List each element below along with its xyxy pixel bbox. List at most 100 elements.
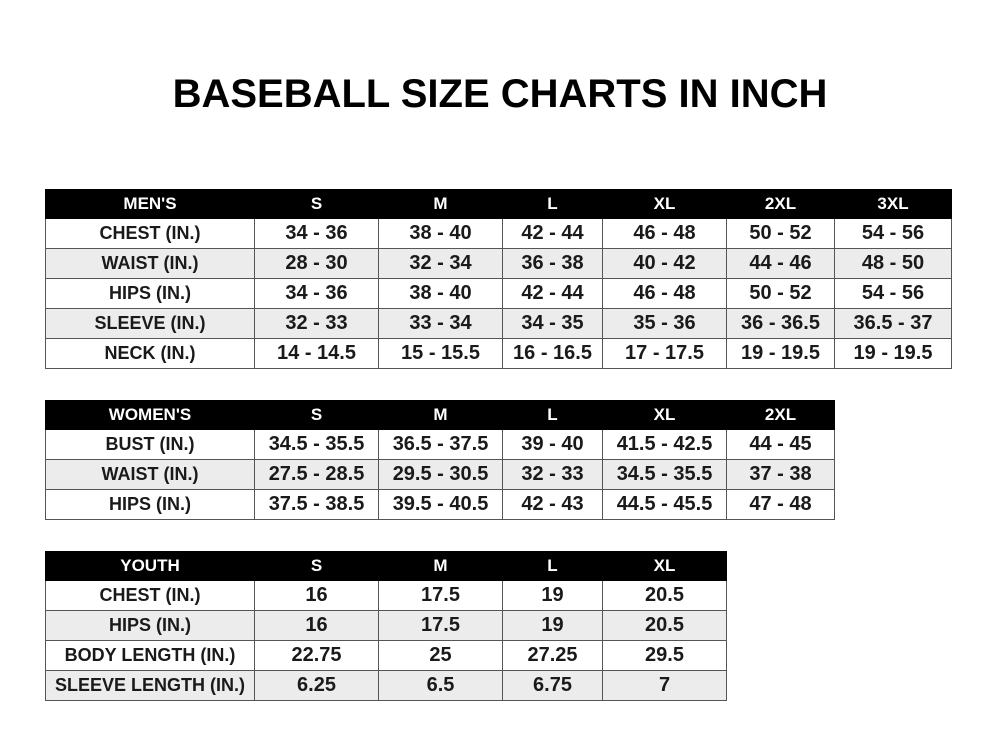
size-value: 32 - 33 (254, 308, 379, 339)
size-value: 40 - 42 (602, 248, 727, 279)
size-value: 17.5 (378, 580, 503, 611)
size-value: 54 - 56 (834, 278, 952, 309)
size-value: 7 (602, 670, 727, 701)
size-value: 16 - 16.5 (502, 338, 603, 369)
header-row: YOUTH S M L XL (45, 551, 727, 581)
size-header: L (502, 400, 603, 430)
size-value: 34 - 36 (254, 218, 379, 249)
size-value: 19 - 19.5 (726, 338, 835, 369)
measurement-label: HIPS (IN.) (45, 278, 255, 309)
size-value: 44 - 45 (726, 429, 835, 460)
size-header: XL (602, 189, 727, 219)
size-header: 3XL (834, 189, 952, 219)
size-value: 42 - 44 (502, 278, 603, 309)
mens-size-table: MEN'S S M L XL 2XL 3XL CHEST (IN.) 34 - 36 38 - 4… (45, 189, 952, 369)
size-header: L (502, 551, 603, 581)
size-value: 27.5 - 28.5 (254, 459, 379, 490)
size-value: 22.75 (254, 640, 379, 671)
size-value: 27.25 (502, 640, 603, 671)
size-header: M (378, 400, 503, 430)
size-value: 33 - 34 (378, 308, 503, 339)
measurement-label: BODY LENGTH (IN.) (45, 640, 255, 671)
size-value: 34.5 - 35.5 (602, 459, 727, 490)
size-value: 36.5 - 37.5 (378, 429, 503, 460)
size-value: 44.5 - 45.5 (602, 489, 727, 520)
size-value: 29.5 (602, 640, 727, 671)
size-value: 20.5 (602, 580, 727, 611)
size-value: 19 (502, 610, 603, 641)
womens-size-table: WOMEN'S S M L XL 2XL BUST (IN.) 34.5 - 35.5 36.5… (45, 400, 835, 520)
table-row: CHEST (IN.) 34 - 36 38 - 40 42 - 44 46 - 48 5… (45, 218, 952, 249)
size-value: 54 - 56 (834, 218, 952, 249)
size-value: 50 - 52 (726, 218, 835, 249)
size-header: S (254, 551, 379, 581)
size-value: 36 - 38 (502, 248, 603, 279)
size-value: 36.5 - 37 (834, 308, 952, 339)
measurement-label: BUST (IN.) (45, 429, 255, 460)
size-value: 42 - 43 (502, 489, 603, 520)
table-row: CHEST (IN.) 16 17.5 19 20.5 (45, 580, 727, 611)
size-value: 34 - 36 (254, 278, 379, 309)
size-header: 2XL (726, 189, 835, 219)
size-value: 6.5 (378, 670, 503, 701)
size-value: 16 (254, 610, 379, 641)
size-header: L (502, 189, 603, 219)
size-header: XL (602, 551, 727, 581)
table-row: NECK (IN.) 14 - 14.5 15 - 15.5 16 - 16.5 17 … (45, 338, 952, 369)
header-row: MEN'S S M L XL 2XL 3XL (45, 189, 952, 219)
table-row: BODY LENGTH (IN.) 22.75 25 27.25 29.5 (45, 640, 727, 671)
size-value: 17 - 17.5 (602, 338, 727, 369)
table-row: SLEEVE LENGTH (IN.) 6.25 6.5 6.75 7 (45, 670, 727, 701)
measurement-label: HIPS (IN.) (45, 489, 255, 520)
size-value: 50 - 52 (726, 278, 835, 309)
measurement-label: SLEEVE (IN.) (45, 308, 255, 339)
size-value: 46 - 48 (602, 278, 727, 309)
size-value: 34.5 - 35.5 (254, 429, 379, 460)
measurement-label: SLEEVE LENGTH (IN.) (45, 670, 255, 701)
table-row: BUST (IN.) 34.5 - 35.5 36.5 - 37.5 39 - 40 4… (45, 429, 835, 460)
measurement-label: WAIST (IN.) (45, 248, 255, 279)
youth-size-table: YOUTH S M L XL CHEST (IN.) 16 17.5 19 20.5 HIPS (I… (45, 551, 727, 701)
size-value: 38 - 40 (378, 218, 503, 249)
size-header: M (378, 551, 503, 581)
size-header: M (378, 189, 503, 219)
table-row: WAIST (IN.) 27.5 - 28.5 29.5 - 30.5 32 - 33… (45, 459, 835, 490)
size-value: 37.5 - 38.5 (254, 489, 379, 520)
size-value: 41.5 - 42.5 (602, 429, 727, 460)
size-value: 19 - 19.5 (834, 338, 952, 369)
size-value: 16 (254, 580, 379, 611)
size-value: 48 - 50 (834, 248, 952, 279)
size-value: 44 - 46 (726, 248, 835, 279)
table-row: HIPS (IN.) 34 - 36 38 - 40 42 - 44 46 - 48 50… (45, 278, 952, 309)
size-value: 37 - 38 (726, 459, 835, 490)
measurement-label: WAIST (IN.) (45, 459, 255, 490)
size-header: S (254, 189, 379, 219)
size-value: 34 - 35 (502, 308, 603, 339)
size-value: 39.5 - 40.5 (378, 489, 503, 520)
size-value: 6.75 (502, 670, 603, 701)
size-value: 36 - 36.5 (726, 308, 835, 339)
size-value: 46 - 48 (602, 218, 727, 249)
size-value: 35 - 36 (602, 308, 727, 339)
table-row: HIPS (IN.) 16 17.5 19 20.5 (45, 610, 727, 641)
size-value: 32 - 33 (502, 459, 603, 490)
size-value: 42 - 44 (502, 218, 603, 249)
size-value: 6.25 (254, 670, 379, 701)
size-value: 17.5 (378, 610, 503, 641)
size-value: 38 - 40 (378, 278, 503, 309)
size-value: 14 - 14.5 (254, 338, 379, 369)
category-header: MEN'S (45, 189, 255, 219)
size-value: 15 - 15.5 (378, 338, 503, 369)
size-header: 2XL (726, 400, 835, 430)
size-value: 28 - 30 (254, 248, 379, 279)
table-row: SLEEVE (IN.) 32 - 33 33 - 34 34 - 35 35 - 36… (45, 308, 952, 339)
size-header: XL (602, 400, 727, 430)
measurement-label: CHEST (IN.) (45, 580, 255, 611)
table-row: HIPS (IN.) 37.5 - 38.5 39.5 - 40.5 42 - 43 4… (45, 489, 835, 520)
size-value: 29.5 - 30.5 (378, 459, 503, 490)
measurement-label: NECK (IN.) (45, 338, 255, 369)
measurement-label: HIPS (IN.) (45, 610, 255, 641)
size-value: 47 - 48 (726, 489, 835, 520)
measurement-label: CHEST (IN.) (45, 218, 255, 249)
table-row: WAIST (IN.) 28 - 30 32 - 34 36 - 38 40 - 42 4… (45, 248, 952, 279)
